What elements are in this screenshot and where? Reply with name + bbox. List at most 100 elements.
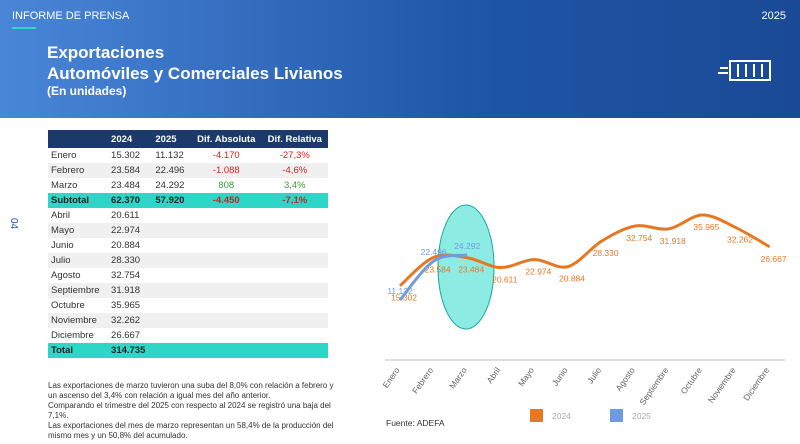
table-cell: 24.292: [155, 180, 185, 191]
empty-cell: [190, 253, 262, 268]
x-tick-label: Enero: [380, 365, 401, 390]
x-tick-label: Julio: [585, 365, 603, 385]
empty-cell: [152, 223, 191, 238]
legend-swatch: [610, 409, 623, 422]
year: 2025: [761, 10, 786, 22]
value-label: 35.965: [693, 222, 719, 232]
value-label: 23.484: [458, 265, 484, 275]
table-row: Noviembre 32.262: [48, 313, 328, 328]
table-cell: Enero: [51, 150, 77, 161]
x-tick-label: Abril: [484, 365, 502, 385]
page-number: 04: [8, 217, 20, 230]
header-cell: 2025: [152, 130, 191, 148]
table-cell: Mayo: [48, 223, 109, 238]
value-label: 31.918: [660, 236, 686, 246]
table-cell: 28.330: [108, 253, 153, 268]
x-tick-label: Noviembre: [706, 365, 738, 405]
value-label: 28.330: [593, 248, 619, 258]
header-cell: Dif. Absoluta: [190, 130, 262, 148]
table-row: Subtotal 62.370 57.920 -4.450 -7,1%: [48, 193, 328, 208]
header-cell: Dif. Relativa: [261, 130, 328, 148]
table-row: Septiembre 31.918: [48, 283, 328, 298]
x-tick-label: Marzo: [447, 365, 469, 390]
table-cell: 3,4%: [283, 180, 306, 191]
table-cell: 11.132: [155, 150, 184, 161]
empty-cell: [152, 253, 191, 268]
table-cell: 22.496: [152, 163, 191, 178]
table-row: Febrero 23.584 22.496 -1.088 -4,6%: [48, 163, 328, 178]
table-cell: 23.584: [108, 163, 153, 178]
accent: [12, 27, 36, 29]
legend-label: 2025: [632, 411, 651, 421]
empty-cell: [191, 268, 262, 283]
header-row: 2024 2025 Dif. Absoluta Dif. Relativa: [48, 130, 328, 148]
x-tick-label: Mayo: [516, 365, 536, 388]
table-row: Agosto 32.754: [48, 268, 328, 283]
header-cell: 2024: [108, 130, 153, 148]
note: Comparando el trimestre del 2025 con res…: [48, 401, 331, 420]
table-cell: Abril: [51, 210, 71, 221]
data-table: 2024 2025 Dif. Absoluta Dif. Relativa Enero 1…: [48, 130, 328, 358]
value-label: 32.262: [727, 235, 753, 245]
empty-cell: [152, 313, 191, 328]
empty-cell: [262, 208, 328, 223]
title: Exportaciones: [47, 43, 165, 62]
empty-cell: [190, 283, 262, 298]
source: Fuente: ADEFA: [386, 418, 445, 428]
legend-label: 2024: [552, 411, 571, 421]
value-label: 20.884: [559, 274, 585, 284]
empty-cell: [152, 268, 191, 283]
table-cell: 314.735: [108, 343, 153, 358]
empty-cell: [261, 223, 328, 238]
table-cell: 31.918: [108, 283, 153, 298]
value-label: 23.584: [425, 264, 451, 274]
table-row: Total 314.735: [48, 343, 328, 358]
notes: Las exportaciones de marzo tuvieron una …: [48, 381, 338, 441]
empty-cell: [261, 253, 328, 268]
value-label: 15.302: [391, 293, 417, 303]
table-cell: 23.484: [111, 180, 141, 191]
table-row: Marzo 23.484 24.292 808 3,4%: [48, 178, 328, 193]
value-label: 26.667: [761, 254, 787, 264]
value-label: 11.132: [387, 286, 413, 296]
empty-cell: [190, 313, 262, 328]
table-cell: -4.170: [212, 150, 240, 161]
empty-cell: [152, 298, 191, 313]
table-cell: 22.974: [108, 223, 153, 238]
table-cell: Agosto: [51, 270, 81, 281]
container-icon: [718, 60, 771, 81]
empty-cell: [262, 268, 328, 283]
note: Las exportaciones del mes de marzo repre…: [48, 421, 334, 440]
header: INFORME DE PRENSA 2025 Exportaciones Aut…: [0, 0, 800, 118]
value-label: 20.611: [492, 275, 518, 285]
table-cell: 32.262: [108, 313, 153, 328]
chart: Enero Febrero Marzo Abril Mayo Junio Julio Agos…: [380, 204, 787, 428]
table-row: Mayo 22.974: [48, 223, 328, 238]
report-label: INFORME DE PRENSA: [12, 10, 130, 22]
value-label: 22.974: [525, 266, 551, 276]
legend-swatch: [530, 409, 543, 422]
table-cell: Noviembre: [48, 313, 109, 328]
subtitle: (En unidades): [47, 84, 127, 98]
empty-cell: [191, 208, 262, 223]
table-row: Abril 20.611: [48, 208, 328, 223]
x-tick-label: Junio: [550, 365, 570, 388]
empty-cell: [261, 343, 328, 358]
empty-cell: [261, 283, 328, 298]
table-cell: 32.754: [111, 270, 141, 281]
table-cell: -1.088: [190, 163, 262, 178]
value-label: 32.754: [626, 233, 652, 243]
x-tick-label: Febrero: [410, 365, 435, 395]
table-cell: 62.370: [108, 193, 153, 208]
table-cell: Octubre: [51, 300, 85, 311]
empty-cell: [190, 223, 262, 238]
empty-cell: [262, 298, 328, 313]
table-cell: 15.302: [111, 150, 141, 161]
empty-cell: [152, 343, 191, 358]
empty-cell: [152, 283, 191, 298]
table-cell: -7,1%: [261, 193, 328, 208]
table-cell: -4.450: [190, 193, 262, 208]
empty-cell: [262, 238, 328, 253]
x-tick-label: Agosto: [613, 365, 637, 393]
table-cell: 35.965: [111, 300, 141, 311]
